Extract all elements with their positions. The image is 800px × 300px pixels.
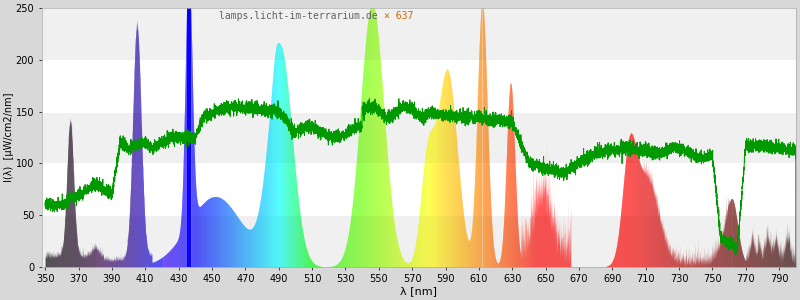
Bar: [42, 60, 796, 112]
X-axis label: λ [nm]: λ [nm]: [400, 286, 438, 296]
Bar: [42, 8, 796, 60]
Text: lamps.licht-im-terrarium.de: lamps.licht-im-terrarium.de: [219, 11, 384, 21]
Y-axis label: I(λ)  [µW/cm2/nm]: I(λ) [µW/cm2/nm]: [4, 93, 14, 182]
Bar: [42, 112, 796, 163]
Bar: [42, 215, 796, 267]
Bar: [42, 163, 796, 215]
Text: × 637: × 637: [384, 11, 413, 21]
